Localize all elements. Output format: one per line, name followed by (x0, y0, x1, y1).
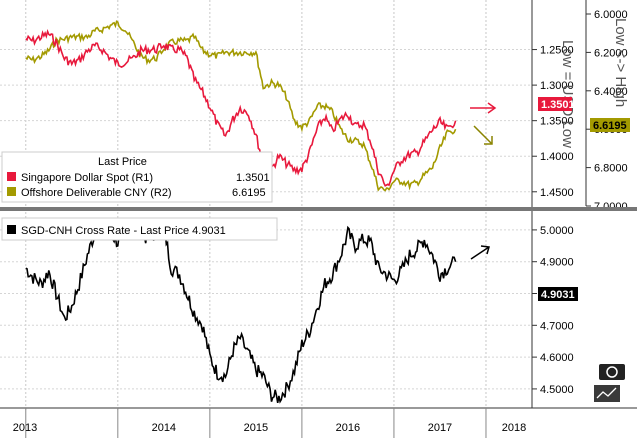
r1-tick-label: 1.3500 (540, 116, 574, 128)
r2-axis-annotation: Low <-> High (612, 18, 629, 107)
top-panel: 1.2500 1.3000 1.3500 1.4000 1.4500 6.0000 6.2… (1, 0, 630, 213)
x-tick-label: 2017 (428, 422, 452, 434)
legend-label-sgd: Singapore Dollar Spot (R1) (21, 172, 153, 184)
cny-last-value: 6.6195 (593, 120, 627, 132)
legend-title: Last Price (98, 156, 147, 168)
cross-rate-series-line (25, 220, 457, 404)
cross-tick-label: 4.5000 (540, 384, 574, 396)
legend-label-cny: Offshore Deliverable CNY (R2) (21, 187, 172, 199)
cny-series-line (25, 20, 457, 192)
x-tick-label: 2014 (152, 422, 176, 434)
r1-axis-annotation: Low = USD Low (559, 40, 576, 148)
legend-value-cny: 6.6195 (232, 187, 266, 199)
legend-swatch-cny (7, 187, 16, 196)
bottom-legend: SGD-CNH Cross Rate - Last Price 4.9031 (1, 217, 278, 241)
r1-tick-label: 1.3000 (540, 80, 574, 92)
sgd-arrow-icon (470, 102, 497, 114)
r2-tick-label: 6.8000 (594, 163, 628, 175)
cross-tick-label: 4.7000 (540, 320, 574, 332)
x-tick-label: 2015 (244, 422, 268, 434)
r1-axis-ticks: 1.2500 1.3000 1.3500 1.4000 1.4500 (532, 45, 574, 199)
cross-tick-label: 5.0000 (540, 225, 574, 237)
x-axis: 2013 2014 2015 2016 2017 2018 (0, 408, 637, 438)
r2-tick-label: 6.0000 (594, 9, 628, 21)
x-tick-label: 2013 (13, 422, 37, 434)
sgd-series-line (25, 29, 457, 187)
legend-label-cross: SGD-CNH Cross Rate - Last Price 4.9031 (21, 225, 226, 237)
cross-last-value-tag: 4.9031 (538, 287, 578, 301)
cny-arrow-icon (473, 125, 493, 145)
cross-last-value: 4.9031 (541, 289, 575, 301)
r1-tick-label: 1.2500 (540, 45, 574, 57)
r2-tick-label: 6.2000 (594, 47, 628, 59)
top-legend: Last Price Singapore Dollar Spot (R1) 1.… (1, 151, 273, 203)
panel-divider (0, 207, 637, 211)
x-tick-label: 2016 (336, 422, 360, 434)
r1-tick-label: 1.4000 (540, 151, 574, 163)
cny-last-value-tag: 6.6195 (590, 118, 630, 132)
legend-swatch-sgd (7, 172, 16, 181)
r2-tick-label: 6.4000 (594, 86, 628, 98)
r1-tick-label: 1.4500 (540, 187, 574, 199)
cross-tick-label: 4.6000 (540, 352, 574, 364)
expand-icon[interactable] (599, 364, 625, 380)
cross-tick-label: 4.9000 (540, 257, 574, 269)
legend-swatch-cross (7, 225, 16, 234)
sgd-last-value-tag: 1.3501 (538, 97, 575, 111)
x-tick-label: 2018 (502, 422, 526, 434)
chart-view-icon[interactable] (594, 385, 620, 402)
cross-arrow-icon (470, 245, 490, 260)
sgd-last-value: 1.3501 (541, 99, 575, 111)
legend-value-sgd: 1.3501 (236, 172, 270, 184)
